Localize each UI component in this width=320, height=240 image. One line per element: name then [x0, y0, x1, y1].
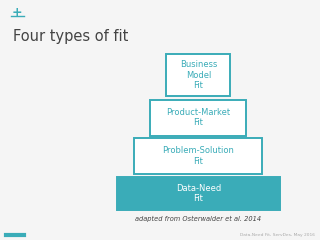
FancyBboxPatch shape — [134, 138, 262, 174]
Text: adapted from Osterwalder et al. 2014: adapted from Osterwalder et al. 2014 — [135, 216, 261, 222]
FancyBboxPatch shape — [166, 54, 230, 96]
Text: +: + — [11, 6, 22, 19]
FancyBboxPatch shape — [150, 100, 246, 136]
Text: Data-Need
Fit: Data-Need Fit — [176, 184, 221, 203]
Text: Four types of fit: Four types of fit — [13, 29, 128, 44]
Text: Data-Need Fit, ServDes, May 2016: Data-Need Fit, ServDes, May 2016 — [240, 233, 315, 237]
Text: Problem-Solution
Fit: Problem-Solution Fit — [163, 146, 234, 166]
Text: Product-Market
Fit: Product-Market Fit — [166, 108, 230, 127]
Text: Business
Model
Fit: Business Model Fit — [180, 60, 217, 90]
FancyBboxPatch shape — [117, 177, 280, 210]
